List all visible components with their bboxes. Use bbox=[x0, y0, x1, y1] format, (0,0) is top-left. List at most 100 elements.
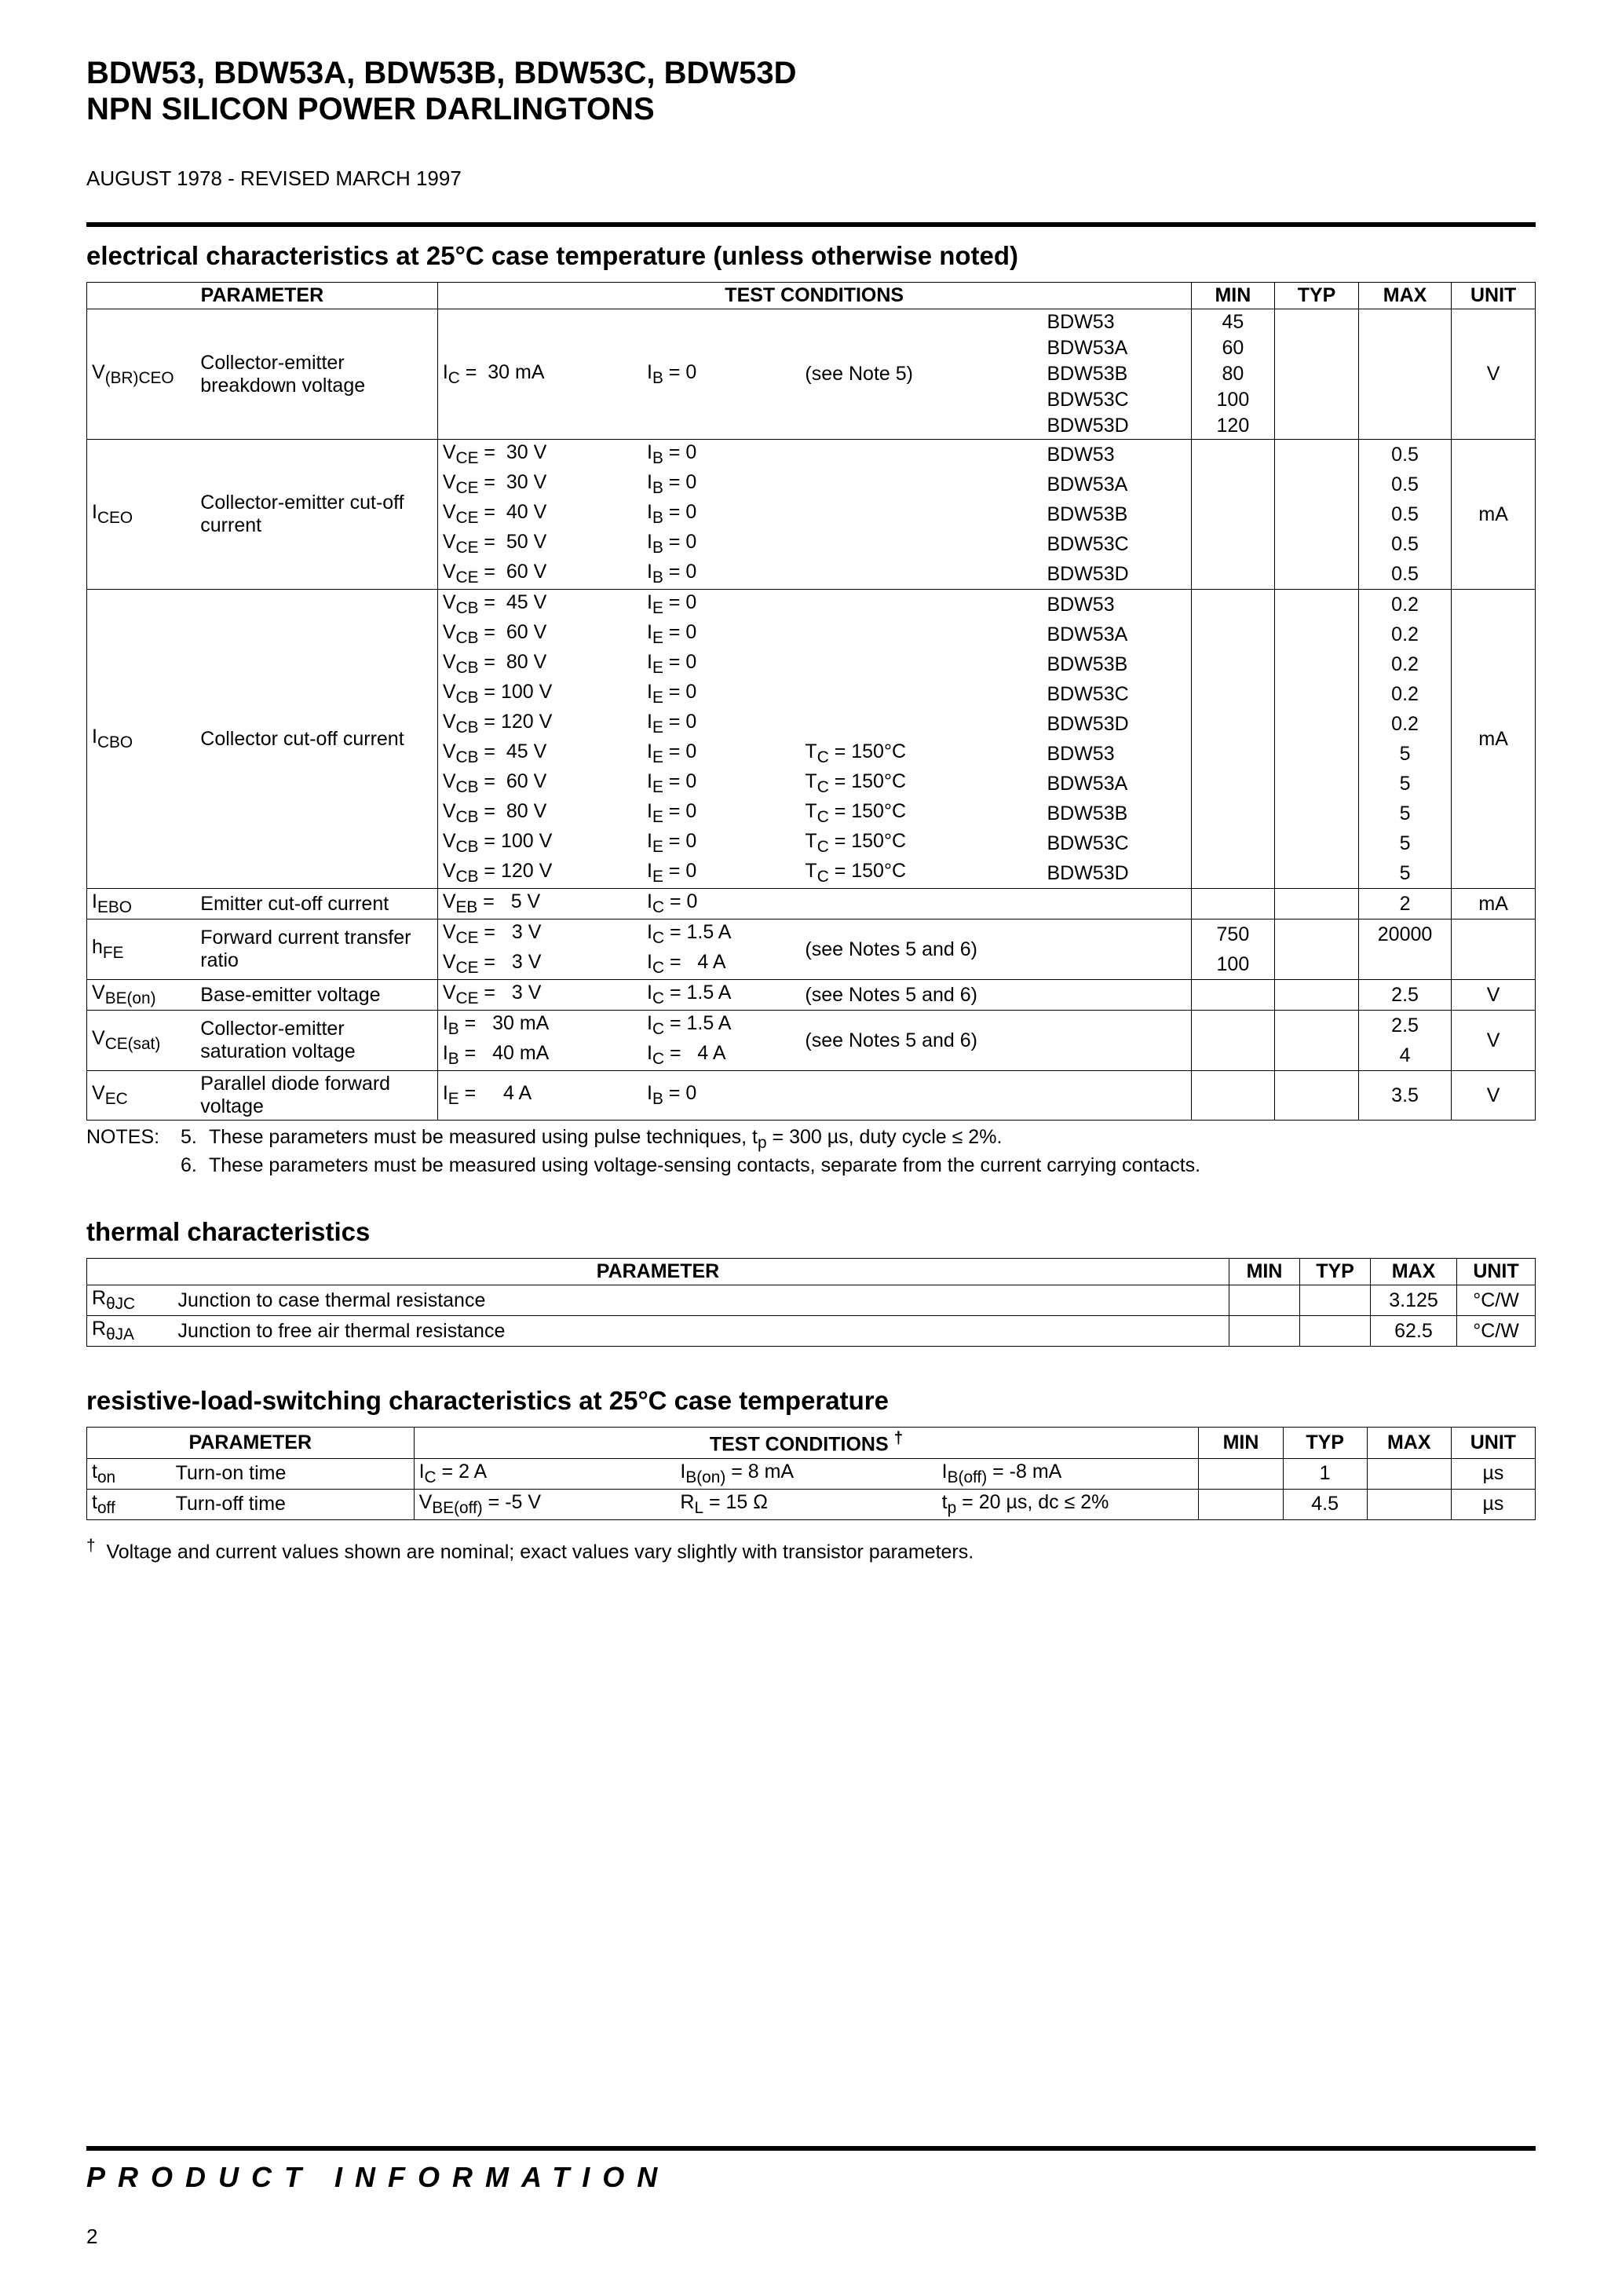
part: BDW53A bbox=[1042, 335, 1191, 361]
typ bbox=[1275, 1011, 1359, 1071]
min: 750 bbox=[1191, 919, 1275, 950]
cond: IB = 0 bbox=[642, 470, 800, 499]
min bbox=[1191, 440, 1275, 590]
min bbox=[1229, 1316, 1300, 1347]
part: BDW53A bbox=[1042, 470, 1191, 499]
note-num: 6. bbox=[181, 1153, 209, 1178]
part: BDW53 bbox=[1042, 739, 1191, 769]
col-parameter: PARAMETER bbox=[87, 283, 438, 309]
cond: VCB = 60 V bbox=[437, 620, 642, 649]
max: 0.5 bbox=[1358, 559, 1451, 590]
part: BDW53A bbox=[1042, 620, 1191, 649]
min: 100 bbox=[1191, 387, 1275, 413]
cond: VCE = 3 V bbox=[437, 980, 642, 1011]
cond: VCB = 80 V bbox=[437, 649, 642, 679]
cond: IB(on) = 8 mA bbox=[675, 1458, 937, 1489]
col-max: MAX bbox=[1358, 283, 1451, 309]
part: BDW53D bbox=[1042, 709, 1191, 739]
cond bbox=[800, 470, 1042, 499]
part: BDW53D bbox=[1042, 413, 1191, 440]
revision-date: AUGUST 1978 - REVISED MARCH 1997 bbox=[86, 166, 1536, 191]
cond bbox=[1042, 1011, 1191, 1071]
typ bbox=[1275, 590, 1359, 889]
part: BDW53B bbox=[1042, 499, 1191, 529]
cond: (see Notes 5 and 6) bbox=[800, 980, 1042, 1011]
note-text: These parameters must be measured using … bbox=[209, 1153, 1536, 1178]
title-line-2: NPN SILICON POWER DARLINGTONS bbox=[86, 91, 1536, 127]
param-symbol: hFE bbox=[87, 919, 196, 980]
cond: VCE = 30 V bbox=[437, 440, 642, 470]
cond bbox=[800, 679, 1042, 709]
cond: IE = 0 bbox=[642, 799, 800, 828]
cond: VEB = 5 V bbox=[437, 889, 642, 919]
part: BDW53D bbox=[1042, 858, 1191, 889]
col-typ: TYP bbox=[1283, 1428, 1367, 1458]
table-row: RθJAJunction to free air thermal resista… bbox=[87, 1316, 1536, 1347]
cond: IE = 0 bbox=[642, 858, 800, 889]
table-row: VBE(on) Base-emitter voltage VCE = 3 V I… bbox=[87, 980, 1536, 1011]
thermal-characteristics-table: PARAMETER MIN TYP MAX UNIT RθJCJunction … bbox=[86, 1258, 1536, 1347]
cond: IE = 0 bbox=[642, 649, 800, 679]
col-test-conditions: TEST CONDITIONS bbox=[437, 283, 1191, 309]
cond: (see Note 5) bbox=[800, 309, 1042, 440]
unit: µs bbox=[1451, 1458, 1535, 1489]
col-min: MIN bbox=[1229, 1259, 1300, 1285]
table-row: RθJCJunction to case thermal resistance3… bbox=[87, 1285, 1536, 1316]
param-symbol: VBE(on) bbox=[87, 980, 196, 1011]
min: 120 bbox=[1191, 413, 1275, 440]
max: 0.2 bbox=[1358, 679, 1451, 709]
max: 2 bbox=[1358, 889, 1451, 919]
param-symbol: VCE(sat) bbox=[87, 1011, 196, 1071]
cond bbox=[800, 499, 1042, 529]
cond: (see Notes 5 and 6) bbox=[800, 919, 1042, 980]
part: BDW53C bbox=[1042, 828, 1191, 858]
cond: IE = 4 A bbox=[437, 1071, 642, 1121]
cond: IB = 0 bbox=[642, 1071, 800, 1121]
typ bbox=[1275, 919, 1359, 980]
col-min: MIN bbox=[1199, 1428, 1283, 1458]
param-desc: Emitter cut-off current bbox=[195, 889, 437, 919]
max: 3.125 bbox=[1371, 1285, 1457, 1316]
cond: IB = 40 mA bbox=[437, 1040, 642, 1071]
max: 0.2 bbox=[1358, 620, 1451, 649]
max: 0.5 bbox=[1358, 470, 1451, 499]
section-1-heading: electrical characteristics at 25°C case … bbox=[86, 241, 1536, 271]
max: 4 bbox=[1358, 1040, 1451, 1071]
param-desc: Turn-off time bbox=[171, 1489, 414, 1519]
cond: IC = 4 A bbox=[642, 1040, 800, 1071]
max: 0.5 bbox=[1358, 499, 1451, 529]
param-symbol: ton bbox=[87, 1458, 171, 1489]
cond bbox=[1042, 889, 1191, 919]
cond: VCE = 50 V bbox=[437, 529, 642, 559]
section-2-heading: thermal characteristics bbox=[86, 1217, 1536, 1247]
min: 100 bbox=[1191, 949, 1275, 980]
param-desc: Junction to case thermal resistance bbox=[174, 1285, 1229, 1316]
table-row: VEC Parallel diode forward voltage IE = … bbox=[87, 1071, 1536, 1121]
min bbox=[1199, 1489, 1283, 1519]
cond: IB = 0 bbox=[642, 529, 800, 559]
typ bbox=[1275, 889, 1359, 919]
param-desc: Parallel diode forward voltage bbox=[195, 1071, 437, 1121]
max: 5 bbox=[1358, 739, 1451, 769]
cond: VCE = 40 V bbox=[437, 499, 642, 529]
cond: IC = 1.5 A bbox=[642, 919, 800, 950]
cond bbox=[800, 649, 1042, 679]
param-desc: Collector-emitter saturation voltage bbox=[195, 1011, 437, 1071]
cond: IC = 0 bbox=[642, 889, 800, 919]
typ bbox=[1275, 309, 1359, 440]
unit: °C/W bbox=[1457, 1316, 1536, 1347]
footer-rule bbox=[86, 2146, 1536, 2151]
part: BDW53B bbox=[1042, 799, 1191, 828]
cond: IC = 2 A bbox=[414, 1458, 675, 1489]
min bbox=[1191, 1071, 1275, 1121]
param-desc: Collector cut-off current bbox=[195, 590, 437, 889]
cond: VCE = 3 V bbox=[437, 949, 642, 980]
section-3-heading: resistive-load-switching characteristics… bbox=[86, 1386, 1536, 1416]
cond: RL = 15 Ω bbox=[675, 1489, 937, 1519]
typ bbox=[1300, 1316, 1371, 1347]
cond: IC = 4 A bbox=[642, 949, 800, 980]
col-parameter: PARAMETER bbox=[87, 1428, 415, 1458]
switching-characteristics-table: PARAMETER TEST CONDITIONS † MIN TYP MAX … bbox=[86, 1427, 1536, 1519]
unit bbox=[1452, 919, 1536, 980]
cond: VCE = 60 V bbox=[437, 559, 642, 590]
